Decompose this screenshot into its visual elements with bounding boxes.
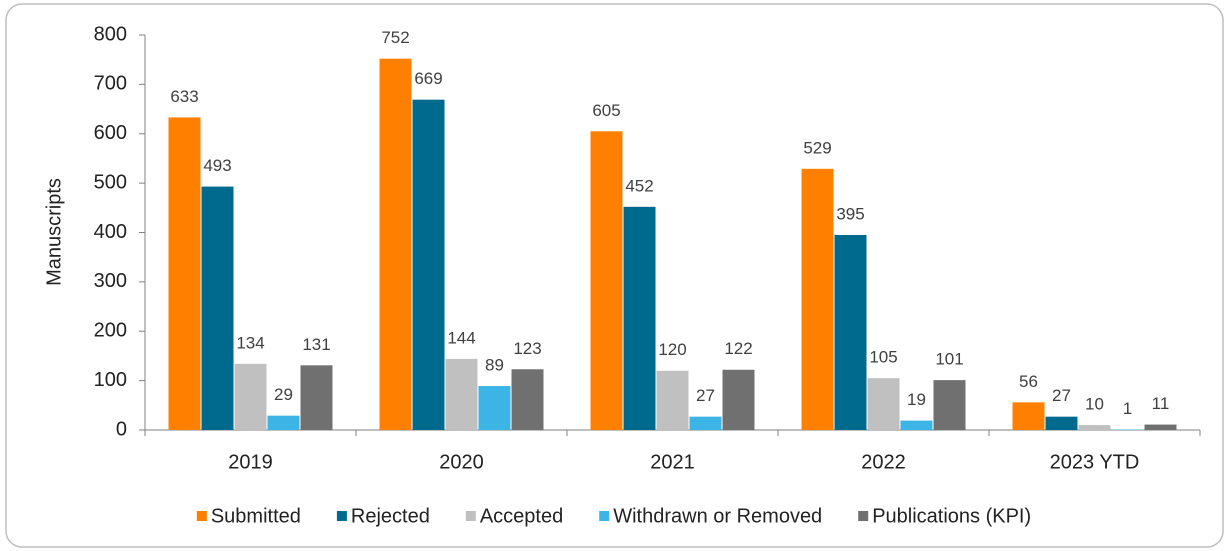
legend-swatch [858, 511, 869, 521]
bar [412, 99, 445, 431]
data-label: 529 [803, 138, 831, 157]
y-tick-label: 300 [94, 270, 127, 292]
bar [267, 415, 300, 430]
data-label: 605 [592, 101, 620, 120]
x-tick-label: 2022 [861, 451, 906, 473]
data-label: 27 [1052, 386, 1071, 405]
bar [722, 369, 755, 430]
y-tick-label: 700 [94, 73, 127, 95]
y-tick-label: 400 [94, 221, 127, 243]
data-label: 493 [203, 156, 231, 175]
data-label: 10 [1085, 395, 1104, 414]
bar [300, 365, 333, 430]
legend-label: Publications (KPI) [872, 505, 1031, 527]
data-label: 134 [236, 333, 264, 352]
y-axis-label: Manuscripts [43, 178, 65, 286]
legend-label: Accepted [480, 505, 563, 527]
legend-swatch [196, 511, 207, 521]
y-tick-label: 500 [94, 171, 127, 193]
legend-label: Withdrawn or Removed [613, 505, 822, 527]
bar [445, 358, 478, 430]
data-label: 29 [274, 385, 293, 404]
bar [478, 386, 511, 430]
bar [590, 131, 623, 430]
legend-swatch [336, 511, 347, 521]
bar [1144, 424, 1177, 430]
data-label: 101 [935, 350, 963, 369]
legend-label: Rejected [351, 505, 430, 527]
bar [168, 117, 201, 431]
bar [867, 378, 900, 430]
x-tick-label: 2023 YTD [1050, 451, 1140, 473]
data-label: 752 [381, 28, 409, 47]
data-label: 144 [447, 328, 475, 347]
x-tick-label: 2020 [439, 451, 484, 473]
data-label: 105 [869, 348, 897, 367]
data-label: 131 [302, 335, 330, 354]
x-tick-label: 2019 [228, 451, 273, 473]
bar [933, 380, 966, 430]
bar [801, 168, 834, 430]
bar [379, 58, 412, 430]
bar [656, 370, 689, 430]
data-label: 633 [170, 87, 198, 106]
data-label: 27 [696, 386, 715, 405]
y-tick-label: 0 [116, 418, 127, 440]
bar [834, 234, 867, 430]
bar [1012, 402, 1045, 430]
data-label: 56 [1019, 372, 1038, 391]
y-tick-label: 200 [94, 320, 127, 342]
data-label: 89 [485, 356, 504, 375]
x-tick-label: 2021 [650, 451, 695, 473]
legend-swatch [465, 511, 476, 521]
data-label: 669 [414, 69, 442, 88]
bar [201, 186, 234, 430]
bar [900, 420, 933, 430]
data-label: 120 [658, 340, 686, 359]
bar [234, 363, 267, 430]
data-label: 19 [907, 390, 926, 409]
bar [511, 369, 544, 430]
bar [689, 416, 722, 430]
data-label: 11 [1152, 394, 1170, 413]
legend-swatch [599, 511, 610, 521]
data-label: 1 [1123, 399, 1132, 418]
y-tick-label: 800 [94, 23, 127, 45]
data-label: 122 [724, 339, 752, 358]
bar [1078, 425, 1111, 430]
data-label: 452 [625, 176, 653, 195]
bar [1045, 416, 1078, 430]
bar [623, 206, 656, 430]
data-label: 395 [836, 204, 864, 223]
legend-label: Submitted [211, 505, 301, 527]
data-label: 123 [513, 339, 541, 358]
y-tick-label: 100 [94, 369, 127, 391]
y-tick-label: 600 [94, 122, 127, 144]
